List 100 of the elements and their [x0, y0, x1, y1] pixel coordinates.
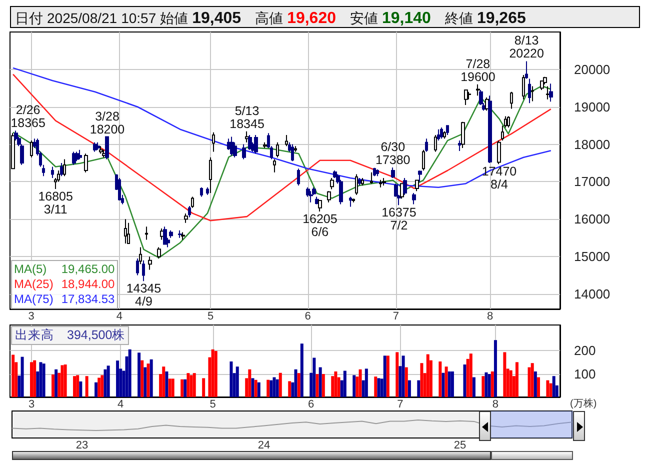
candlestick [178, 230, 182, 238]
bar [549, 383, 552, 397]
x-tick-label: 6 [308, 398, 314, 410]
candlestick [30, 140, 33, 158]
x-tick-label: 3 [28, 398, 35, 410]
bar [64, 364, 67, 397]
bar [444, 366, 448, 397]
bar [469, 354, 472, 397]
y-tick-label: 17000 [574, 174, 610, 190]
x-tick-label: 5 [207, 310, 214, 322]
y-axis-title: (万株) [570, 398, 597, 410]
line-series [12, 67, 552, 188]
x-tick-label: 7 [392, 310, 399, 322]
bar [60, 365, 64, 397]
candlestick [358, 177, 361, 186]
y-tick-label: 19000 [574, 99, 610, 114]
bar [214, 351, 218, 397]
candlestick [434, 134, 437, 152]
x-tick-label: 4 [118, 398, 124, 410]
candlestick [157, 246, 161, 259]
x-tick-label: 4 [116, 310, 122, 322]
x-tick-label: 8 [487, 310, 494, 322]
candlestick [422, 149, 425, 171]
bar [52, 374, 55, 397]
bar [374, 376, 378, 397]
bar [438, 361, 442, 397]
annotation: 7/28 19600 [460, 56, 496, 84]
bar [488, 374, 491, 397]
y-tick-label: 100 [574, 366, 596, 382]
bar [116, 360, 120, 397]
candlestick [209, 156, 212, 194]
candlestick [254, 134, 258, 154]
bar [20, 356, 24, 397]
bar [180, 379, 184, 397]
candlestick [522, 74, 525, 100]
bar [402, 356, 405, 397]
bar [76, 375, 80, 397]
bar [73, 376, 76, 397]
candlestick [379, 179, 382, 188]
bar [184, 379, 187, 397]
x-tick-label: 23 [76, 440, 88, 452]
y-tick-label: 15000 [574, 249, 610, 264]
bar [39, 362, 42, 397]
y-tick-label: 14000 [574, 286, 610, 302]
candlestick [105, 136, 109, 160]
candlestick [242, 144, 246, 160]
candlestick [403, 177, 407, 196]
bar [150, 359, 153, 397]
candlestick [188, 206, 191, 218]
bar [202, 378, 206, 397]
bar [450, 371, 454, 397]
candlestick [212, 132, 215, 152]
candlestick [440, 126, 443, 140]
x-tick-label: 25 [454, 440, 466, 452]
annotation: 6/30 17380 [375, 140, 410, 168]
candlestick [458, 140, 461, 152]
candlestick [425, 138, 428, 152]
candlestick [245, 130, 249, 143]
annotation: 19,465.00 [61, 262, 115, 277]
bar [146, 364, 150, 397]
candlestick [118, 177, 121, 201]
bar [383, 356, 386, 397]
bar [377, 378, 380, 397]
candlestick [418, 170, 422, 182]
bar [288, 381, 292, 397]
bar [312, 358, 316, 397]
annotation: 2/26 18365 [10, 103, 46, 130]
candlestick [136, 258, 139, 276]
bar [98, 378, 101, 397]
annotation: 16805 3/11 [38, 190, 74, 217]
candlestick [139, 246, 142, 265]
bar [236, 366, 239, 397]
candlestick [145, 226, 148, 240]
candlestick [476, 84, 480, 96]
bar [490, 371, 494, 397]
bar [316, 374, 319, 397]
bar [509, 370, 512, 397]
bar [248, 369, 252, 397]
candlestick [148, 256, 152, 270]
candlestick [546, 86, 550, 100]
candlestick [507, 116, 510, 128]
bar [334, 371, 338, 397]
bar [552, 376, 556, 397]
bar [352, 375, 356, 397]
bar [192, 373, 196, 397]
bar [85, 376, 88, 397]
bar [420, 363, 424, 397]
candlestick [327, 190, 331, 203]
bar [30, 362, 34, 397]
bar [162, 366, 166, 397]
candlestick [75, 151, 79, 162]
x-tick-label: 3 [28, 310, 34, 322]
candlestick [355, 174, 358, 196]
bar [364, 368, 368, 397]
candlestick [142, 260, 145, 282]
text: MA(5) [14, 262, 47, 277]
candlestick [206, 186, 209, 196]
y-tick-label: 200 [574, 343, 596, 358]
bar [534, 371, 537, 397]
x-tick-label: 8 [492, 398, 499, 410]
